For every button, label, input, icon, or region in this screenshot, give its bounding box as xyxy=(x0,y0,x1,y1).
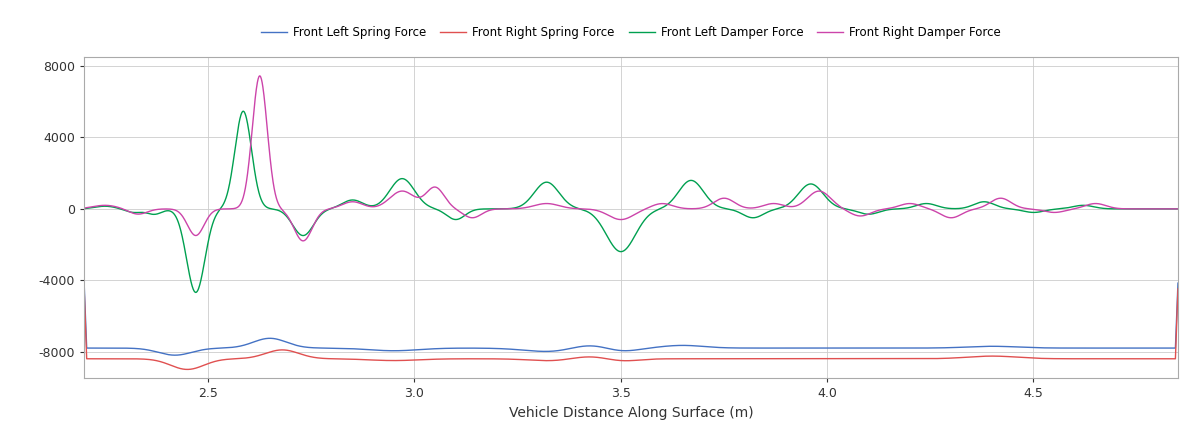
Front Left Spring Force xyxy=(1149,345,1164,351)
Front Right Spring Force xyxy=(1171,286,1185,291)
Front Right Spring Force xyxy=(1031,356,1046,361)
Front Left Spring Force xyxy=(496,346,511,352)
Front Right Damper Force xyxy=(1033,208,1047,213)
Front Left Damper Force xyxy=(1033,209,1047,215)
Front Left Damper Force xyxy=(1171,206,1185,212)
Front Right Damper Force xyxy=(296,238,310,243)
X-axis label: Vehicle Distance Along Surface (m): Vehicle Distance Along Surface (m) xyxy=(508,406,754,420)
Front Left Spring Force xyxy=(202,346,216,352)
Front Left Damper Force xyxy=(498,206,512,212)
Front Right Spring Force xyxy=(267,348,281,353)
Legend: Front Left Spring Force, Front Right Spring Force, Front Left Damper Force, Fron: Front Left Spring Force, Front Right Spr… xyxy=(256,22,1006,44)
Front Left Damper Force xyxy=(77,206,91,211)
Front Left Damper Force xyxy=(202,234,216,239)
Front Left Spring Force xyxy=(1171,280,1185,286)
Line: Front Left Spring Force: Front Left Spring Force xyxy=(84,283,1178,355)
Front Right Damper Force xyxy=(267,186,281,191)
Front Right Damper Force xyxy=(77,206,91,211)
Front Right Spring Force xyxy=(77,286,91,291)
Line: Front Right Spring Force: Front Right Spring Force xyxy=(84,289,1178,370)
Front Left Damper Force xyxy=(545,182,559,187)
Front Left Damper Force xyxy=(236,109,250,114)
Line: Front Right Damper Force: Front Right Damper Force xyxy=(84,76,1178,241)
Front Left Damper Force xyxy=(189,290,203,295)
Front Right Spring Force xyxy=(496,356,511,362)
Front Right Damper Force xyxy=(252,73,267,79)
Front Left Spring Force xyxy=(1031,345,1046,350)
Front Right Damper Force xyxy=(545,202,559,207)
Front Left Spring Force xyxy=(77,280,91,286)
Front Right Damper Force xyxy=(498,206,512,212)
Front Right Damper Force xyxy=(1171,206,1185,212)
Front Right Damper Force xyxy=(1150,206,1165,212)
Front Right Spring Force xyxy=(202,361,216,366)
Front Right Spring Force xyxy=(1149,356,1164,361)
Front Left Damper Force xyxy=(267,207,281,212)
Front Right Spring Force xyxy=(180,367,195,372)
Front Right Spring Force xyxy=(545,358,559,363)
Line: Front Left Damper Force: Front Left Damper Force xyxy=(84,111,1178,293)
Front Left Spring Force xyxy=(267,336,281,341)
Front Left Spring Force xyxy=(168,352,183,358)
Front Right Damper Force xyxy=(202,214,216,219)
Front Left Spring Force xyxy=(545,348,559,354)
Front Left Damper Force xyxy=(1150,206,1165,212)
